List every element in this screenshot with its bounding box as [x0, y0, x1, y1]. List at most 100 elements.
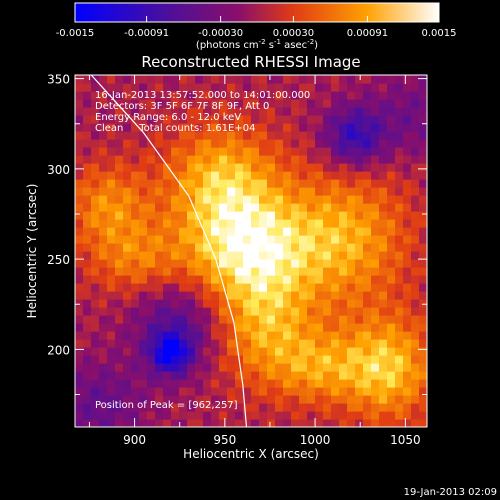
heatmap-cell	[259, 395, 268, 404]
colorbar-ticks: -0.0015 -0.00091 -0.00030 0.00030 0.00091 0.0…	[56, 16, 457, 39]
heatmap-cell	[171, 387, 180, 396]
heatmap-cell	[251, 419, 260, 427]
heatmap-cell	[355, 171, 364, 180]
heatmap-cell	[155, 187, 164, 196]
heatmap-cell	[131, 347, 140, 356]
heatmap-cell	[331, 363, 340, 372]
heatmap-cell	[131, 123, 140, 132]
heatmap-cell	[331, 371, 340, 380]
heatmap-cell	[235, 323, 244, 332]
heatmap-cell	[163, 259, 172, 268]
heatmap-cell	[155, 123, 164, 132]
heatmap-cell	[251, 99, 260, 108]
heatmap-cell	[347, 363, 356, 372]
heatmap-cell	[403, 179, 412, 188]
heatmap-cell	[403, 171, 412, 180]
heatmap-cell	[187, 155, 196, 164]
heatmap-cell	[307, 123, 316, 132]
heatmap-cell	[395, 355, 404, 364]
heatmap-cell	[363, 323, 372, 332]
heatmap-cell	[379, 163, 388, 172]
heatmap-cell	[395, 211, 404, 220]
heatmap-cell	[91, 235, 100, 244]
heatmap-cell	[219, 163, 228, 172]
heatmap-cell	[195, 187, 204, 196]
heatmap-cell	[379, 235, 388, 244]
heatmap-cell	[379, 403, 388, 412]
heatmap-cell	[363, 355, 372, 364]
heatmap-cell	[387, 83, 396, 92]
heatmap-cell	[331, 259, 340, 268]
heatmap-cell	[203, 251, 212, 260]
heatmap-cell	[179, 267, 188, 276]
heatmap-cell	[75, 107, 84, 116]
heatmap-cell	[395, 187, 404, 196]
heatmap-cell	[259, 99, 268, 108]
heatmap-cell	[83, 163, 92, 172]
heatmap-cell	[235, 75, 244, 84]
heatmap-cell	[203, 307, 212, 316]
heatmap-cell	[219, 235, 228, 244]
heatmap-cell	[315, 91, 324, 100]
heatmap-cell	[195, 363, 204, 372]
heatmap-cell	[395, 195, 404, 204]
heatmap-cell	[107, 315, 116, 324]
colorbar-tick-label: -0.00030	[198, 28, 243, 39]
heatmap-cell	[307, 243, 316, 252]
heatmap-cell	[123, 267, 132, 276]
heatmap-cell	[235, 227, 244, 236]
heatmap-cell	[115, 267, 124, 276]
heatmap-cell	[211, 75, 220, 84]
heatmap-cell	[379, 339, 388, 348]
heatmap-cell	[155, 163, 164, 172]
heatmap-cell	[315, 179, 324, 188]
heatmap-cell	[139, 419, 148, 427]
heatmap-cell	[107, 291, 116, 300]
heatmap-cell	[123, 307, 132, 316]
heatmap-cell	[275, 307, 284, 316]
heatmap-cell	[339, 83, 348, 92]
heatmap-cell	[147, 395, 156, 404]
heatmap-cell	[251, 307, 260, 316]
heatmap-cell	[155, 171, 164, 180]
heatmap-cell	[139, 387, 148, 396]
heatmap-cell	[267, 363, 276, 372]
heatmap-cell	[243, 211, 252, 220]
heatmap-cell	[275, 251, 284, 260]
heatmap-cell	[331, 227, 340, 236]
heatmap-cell	[75, 299, 84, 308]
heatmap-cell	[419, 163, 427, 172]
heatmap-cell	[99, 299, 108, 308]
heatmap-cell	[419, 115, 427, 124]
heatmap-cell	[323, 355, 332, 364]
heatmap-cell	[179, 123, 188, 132]
heatmap-cell	[403, 371, 412, 380]
heatmap-cell	[299, 403, 308, 412]
heatmap-cell	[219, 99, 228, 108]
heatmap-cell	[115, 155, 124, 164]
heatmap-cell	[331, 419, 340, 427]
heatmap-cell	[299, 323, 308, 332]
heatmap-cell	[251, 203, 260, 212]
heatmap-cell	[139, 395, 148, 404]
heatmap-cell	[131, 299, 140, 308]
heatmap-cell	[267, 235, 276, 244]
heatmap-cell	[243, 163, 252, 172]
heatmap-cell	[235, 107, 244, 116]
heatmap-cell	[243, 291, 252, 300]
heatmap-cell	[235, 363, 244, 372]
heatmap-cell	[259, 379, 268, 388]
heatmap-cell	[107, 115, 116, 124]
heatmap-cell	[331, 91, 340, 100]
heatmap-cell	[195, 283, 204, 292]
heatmap-cell	[299, 307, 308, 316]
heatmap-cell	[323, 131, 332, 140]
heatmap-cell	[363, 227, 372, 236]
heatmap-cell	[291, 323, 300, 332]
heatmap-cell	[227, 283, 236, 292]
heatmap-cell	[299, 155, 308, 164]
heatmap-cell	[187, 147, 196, 156]
heatmap-cell	[75, 187, 84, 196]
heatmap-cell	[387, 307, 396, 316]
heatmap-cell	[419, 371, 427, 380]
